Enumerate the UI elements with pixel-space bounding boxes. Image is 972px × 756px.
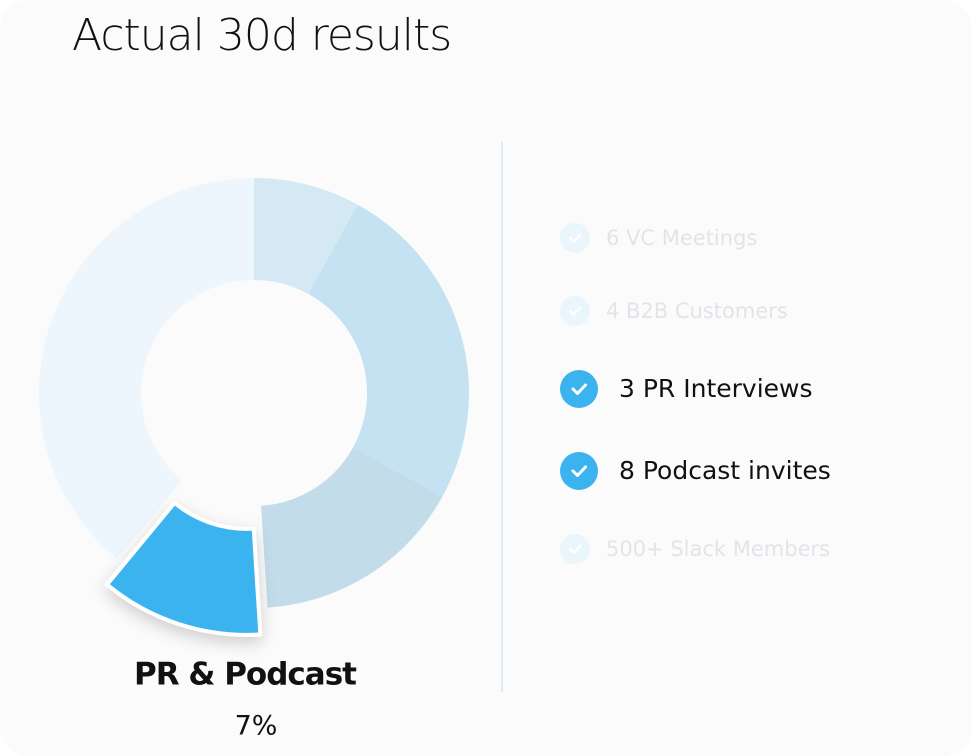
check-mark — [569, 544, 582, 554]
checklist-item: 4 B2B Customers — [606, 299, 788, 323]
donut-slice — [261, 447, 443, 608]
highlight-value: 7% — [235, 711, 278, 742]
check-icon — [560, 296, 590, 326]
card-title: Actual 30d results — [72, 10, 451, 61]
check-mark — [571, 465, 587, 477]
checklist-item: 6 VC Meetings — [606, 226, 757, 250]
check-icon — [560, 534, 590, 564]
checklist-item: 500+ Slack Members — [606, 537, 830, 561]
donut-slice — [308, 204, 469, 497]
highlight-label: PR & Podcast — [134, 657, 357, 693]
donut-slice — [254, 178, 358, 294]
check-mark — [569, 306, 582, 316]
check-icon — [560, 452, 598, 490]
highlighted-slice — [104, 500, 263, 637]
check-icon — [560, 370, 598, 408]
donut-slice — [38, 178, 254, 559]
checklist: 6 VC Meetings 4 B2B Customers 3 PR Intervi… — [560, 223, 831, 564]
checklist-item: 3 PR Interviews — [619, 374, 813, 403]
check-mark — [571, 383, 587, 395]
donut-chart — [38, 178, 469, 637]
check-icon — [560, 223, 590, 253]
check-mark — [569, 233, 582, 243]
checklist-item: 8 Podcast invites — [619, 456, 831, 485]
